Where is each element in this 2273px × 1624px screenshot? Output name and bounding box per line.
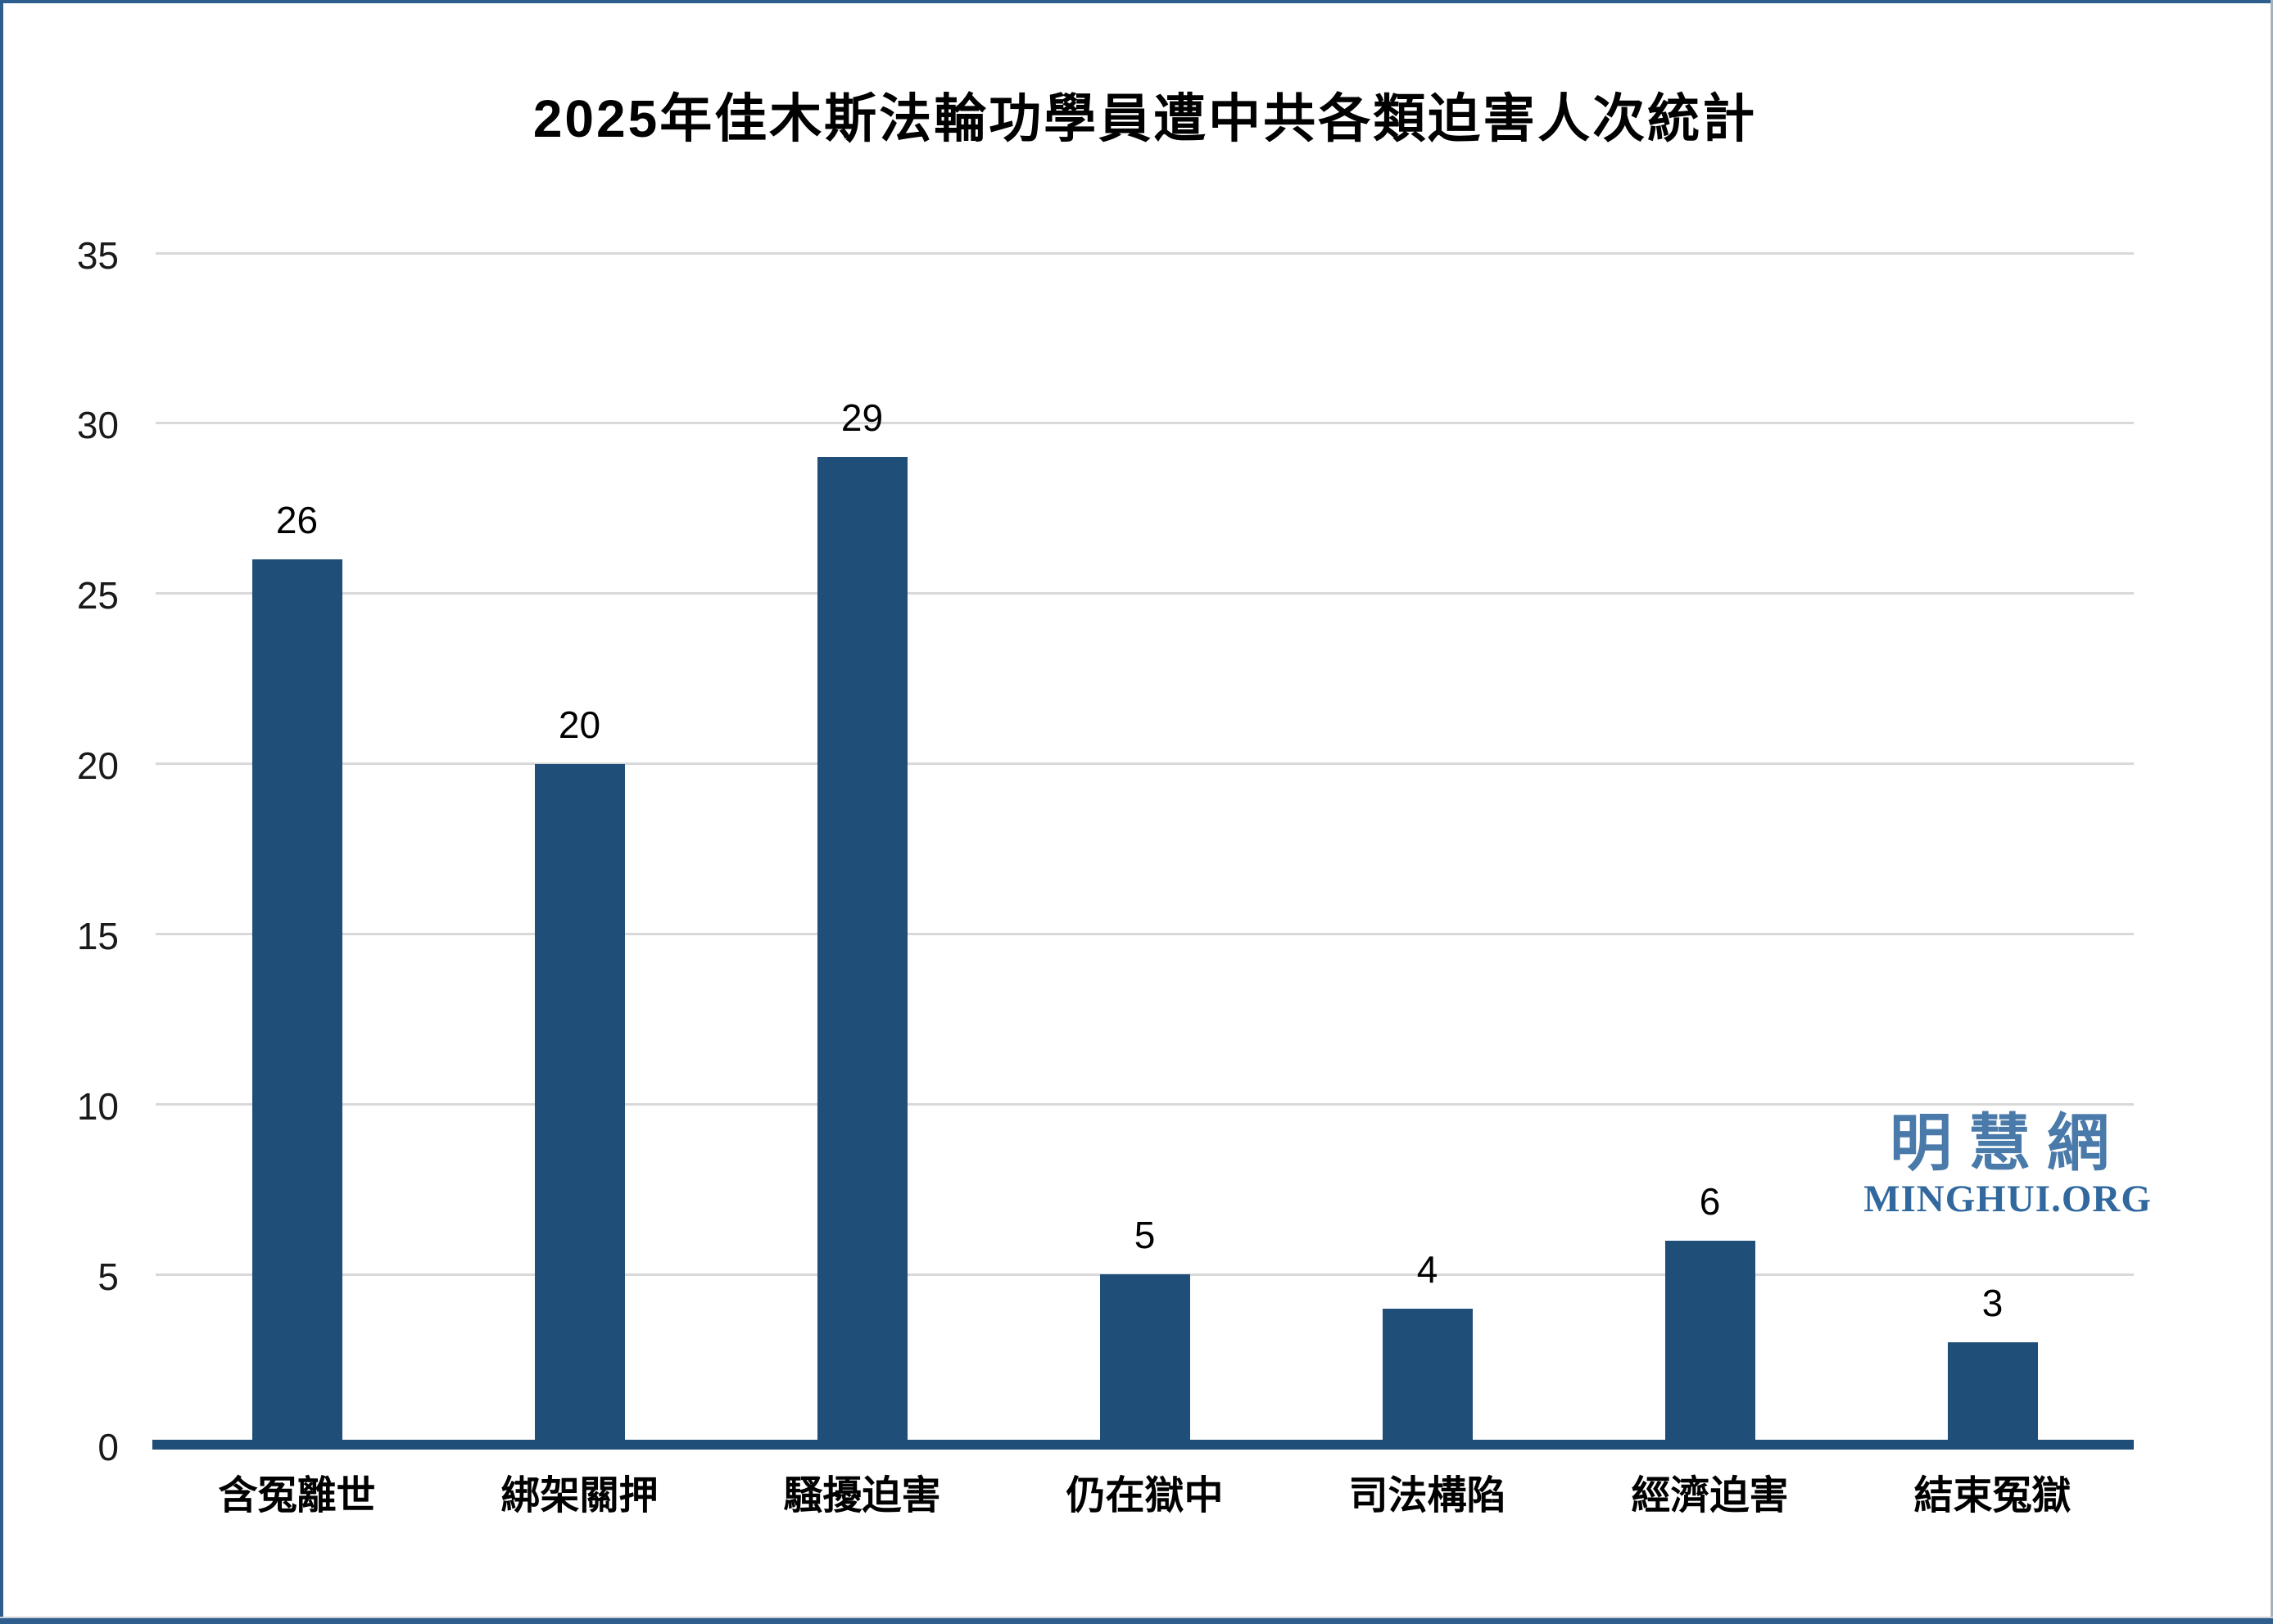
bar-value-label: 6 [1699, 1179, 1721, 1223]
gridline-y-20 [156, 762, 2134, 766]
category-label: 綁架關押 [500, 1474, 659, 1518]
y-tick-label-25: 25 [76, 574, 119, 617]
y-tick-label-20: 20 [76, 744, 119, 788]
watermark-cjk-text: 明慧網 [1890, 1109, 2126, 1178]
frame-border-left [0, 0, 3, 1624]
watermark-latin-text: MINGHUI.ORG [1863, 1178, 2152, 1220]
gridline-y-30 [156, 422, 2134, 425]
gridline-y-25 [156, 592, 2134, 595]
category-label: 結束冤獄 [1913, 1474, 2072, 1518]
minghui-watermark: 明慧網 MINGHUI.ORG [1823, 1109, 2192, 1221]
y-tick-label-30: 30 [76, 404, 119, 447]
bar-value-label: 3 [1981, 1282, 2004, 1325]
x-axis-line [152, 1440, 2134, 1450]
gridline-y-35 [156, 251, 2134, 255]
frame-border-bottom-blue [0, 1618, 2273, 1624]
bar-騷擾迫害 [817, 457, 908, 1445]
bar-仍在獄中 [1099, 1274, 1190, 1445]
y-tick-label-10: 10 [76, 1084, 119, 1128]
gridline-y-15 [156, 932, 2134, 935]
bar-value-label: 5 [1134, 1214, 1156, 1257]
bar-value-label: 26 [275, 499, 319, 542]
bar-value-label: 20 [558, 703, 601, 746]
bar-司法構陷 [1382, 1308, 1473, 1445]
bar-value-label: 29 [840, 396, 884, 440]
category-label: 司法構陷 [1348, 1474, 1506, 1518]
category-label: 經濟迫害 [1631, 1474, 1789, 1518]
bar-經濟迫害 [1664, 1240, 1755, 1445]
y-tick-label-15: 15 [76, 914, 119, 957]
bar-含冤離世 [251, 559, 342, 1445]
bar-value-label: 4 [1416, 1247, 1438, 1291]
frame-border-right [2271, 0, 2273, 1624]
category-label: 騷擾迫害 [783, 1474, 941, 1518]
gridline-y-10 [156, 1102, 2134, 1106]
bar-綁架關押 [534, 763, 625, 1445]
frame-border-top [0, 0, 2273, 3]
y-tick-label-5: 5 [97, 1255, 119, 1298]
y-tick-label-35: 35 [76, 233, 119, 277]
bar-結束冤獄 [1947, 1342, 2038, 1445]
category-label: 仍在獄中 [1066, 1474, 1224, 1518]
category-label: 含冤離世 [218, 1474, 376, 1518]
y-tick-label-0: 0 [97, 1425, 119, 1468]
frame-border-bottom-gray [0, 1617, 2273, 1618]
chart-title: 2025年佳木斯法輪功學員遭中共各類迫害人次統計 [532, 89, 1758, 148]
